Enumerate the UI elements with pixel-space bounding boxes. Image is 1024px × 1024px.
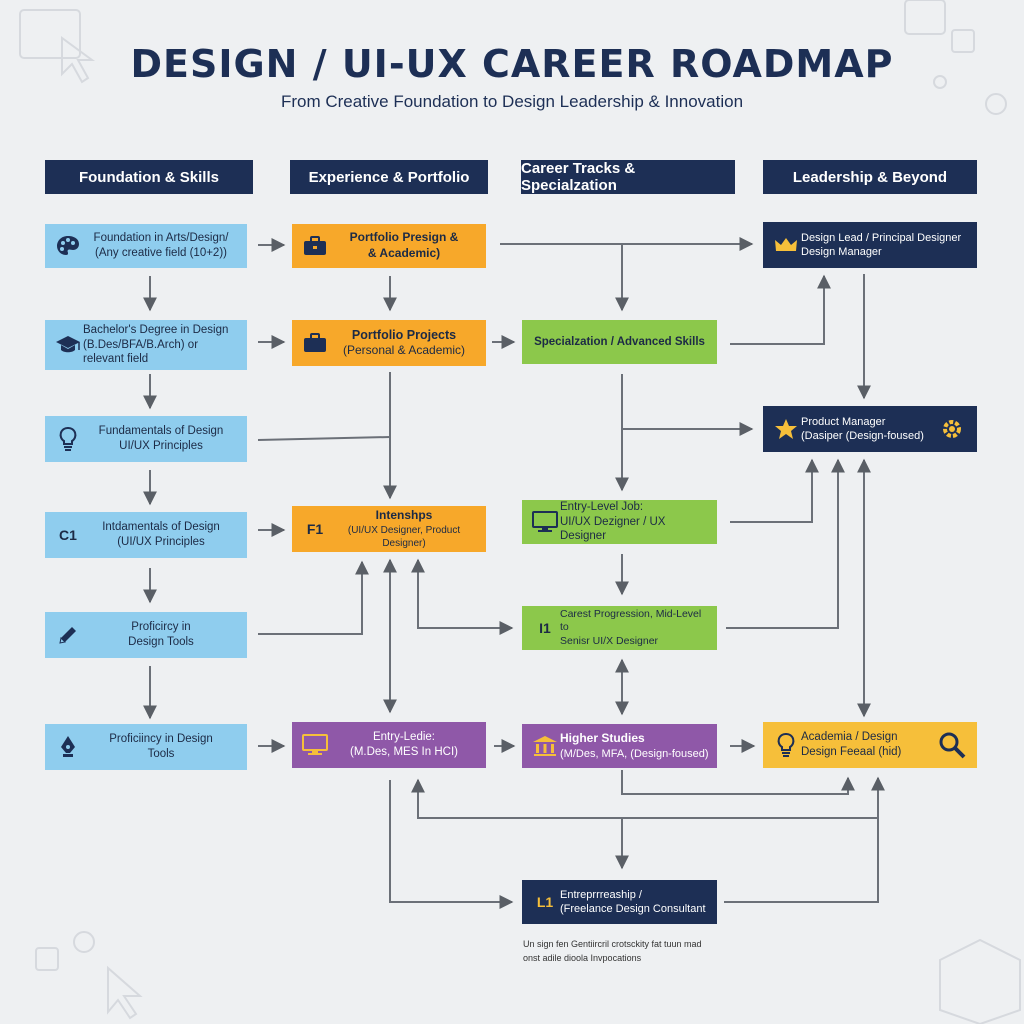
- node-entry-ledie-text: Entry-Ledie: (M.Des, MES In HCI): [350, 731, 458, 758]
- gear-icon: [935, 416, 969, 442]
- decor-cube-icon: [19, 9, 81, 59]
- node-proficiency-a[interactable]: Proficircy in Design Tools: [45, 612, 247, 658]
- briefcase-icon: [300, 333, 330, 353]
- briefcase-icon: [300, 236, 330, 256]
- node-foundation-arts-text: Foundation in Arts/Design/ (Any creative…: [93, 232, 229, 259]
- decor-circle-icon: [985, 93, 1007, 115]
- node-code-label: C1: [59, 526, 77, 543]
- decor-square-icon: [904, 0, 946, 35]
- lightbulb-icon: [53, 426, 83, 452]
- arrow: [726, 458, 845, 629]
- decor-cursor-icon: [107, 965, 143, 1020]
- node-portfolio-projects-text: (Personal & Academic): [342, 343, 466, 358]
- arrow: [258, 560, 369, 635]
- page-subtitle: From Creative Foundation to Design Leade…: [280, 92, 744, 111]
- page-title: DESIGN / UI-UX CAREER ROADMAP: [130, 42, 894, 86]
- node-internships-title: Intenshps: [375, 508, 433, 523]
- node-proficiency-b-text: Proficiincy in Design Tools: [109, 733, 213, 760]
- node-design-lead-text: Design Lead / Principal Designer Design …: [801, 231, 962, 258]
- decor-square-icon: [951, 29, 975, 53]
- node-internships-content: Intenshps (UI/UX Designer, Product Desig…: [330, 508, 478, 550]
- node-higher-studies-content: Higher Studies (M/Des, MFA, (Design-fous…: [560, 731, 709, 761]
- node-bachelors[interactable]: Bachelor's Degree in Design (B.Des/BFA/B…: [45, 320, 247, 370]
- palette-icon: [53, 235, 83, 257]
- magnifier-icon: [935, 731, 969, 759]
- node-proficiency-a-text: Proficircy in Design Tools: [128, 621, 194, 648]
- footnote: Un sign fen Gentiircril crotsckity fat t…: [523, 939, 702, 963]
- node-portfolio-projects[interactable]: Portfolio Projects (Personal & Academic): [292, 320, 486, 366]
- node-career-progression-text: Carest Progression, Mid-Level to Senisr …: [560, 607, 702, 647]
- node-code-label: F1: [306, 520, 324, 537]
- arrow: [724, 818, 879, 903]
- node-design-lead[interactable]: Design Lead / Principal Designer Design …: [763, 222, 977, 268]
- column-header-career-tracks: Career Tracks & Specialzation: [521, 160, 735, 194]
- arrow: [411, 776, 885, 819]
- node-entry-ledie[interactable]: Entry-Ledie: (M.Des, MES In HCI): [292, 722, 486, 768]
- node-higher-studies[interactable]: Higher Studies (M/Des, MFA, (Design-fous…: [522, 724, 717, 768]
- column-header-leadership: Leadership & Beyond: [763, 160, 977, 194]
- node-specialization-text: Specialzation / Advanced Skills: [534, 335, 705, 348]
- pencil-icon: [53, 624, 83, 646]
- star-icon: [771, 418, 801, 440]
- node-entry-level-text: Entry-Level Job: UI/UX Dezigner / UX Des…: [560, 500, 666, 543]
- node-higher-studies-text: (M/Des, MFA, (Design-foused): [560, 747, 709, 760]
- graduation-cap-icon: [53, 335, 83, 355]
- node-fundamentals-a[interactable]: Fundamentals of Design UI/UX Principles: [45, 416, 247, 462]
- node-code-label: I1: [539, 619, 551, 636]
- node-product-manager-text: Product Manager (Dasiper (Design-foused): [801, 415, 924, 442]
- node-entrepreneurship-text: Entreprrreaship / (Freelance Design Cons…: [560, 888, 706, 915]
- node-internships-text: (UI/UX Designer, Product Designer): [347, 524, 461, 549]
- node-internships[interactable]: F1 Intenshps (UI/UX Designer, Product De…: [292, 506, 486, 552]
- column-header-foundation: Foundation & Skills: [45, 160, 253, 194]
- arrow: [389, 780, 514, 909]
- node-fundamentals-b[interactable]: C1 Intdamentals of Design (UI/UX Princip…: [45, 512, 247, 558]
- node-product-manager[interactable]: Product Manager (Dasiper (Design-foused): [763, 406, 977, 452]
- decor-circle-icon: [73, 931, 95, 953]
- decor-cursor-icon: [61, 36, 96, 84]
- node-code-label: L1: [536, 893, 554, 910]
- monitor-icon: [530, 511, 560, 533]
- node-higher-studies-title: Higher Studies: [560, 731, 645, 746]
- arrow: [621, 770, 855, 795]
- node-fundamentals-b-text: Intdamentals of Design (UI/UX Principles: [102, 521, 220, 548]
- node-career-progression[interactable]: I1 Carest Progression, Mid-Level to Seni…: [522, 606, 717, 650]
- arrow: [411, 558, 514, 635]
- decor-square-icon: [35, 947, 59, 971]
- node-portfolio-presign-text: Portfolio Presign & & Academic): [349, 230, 459, 260]
- crown-icon: [771, 236, 801, 254]
- arrow: [730, 274, 831, 345]
- node-fundamentals-a-text: Fundamentals of Design UI/UX Principles: [98, 425, 224, 452]
- lightbulb-icon: [771, 732, 801, 758]
- arrow: [257, 436, 391, 441]
- node-academia-text: Academia / Design Design Feeaal (hid): [801, 731, 902, 758]
- institution-icon: [530, 735, 560, 757]
- pen-nib-icon: [53, 735, 83, 759]
- node-entry-level[interactable]: Entry-Level Job: UI/UX Dezigner / UX Des…: [522, 500, 717, 544]
- node-bachelors-text: Bachelor's Degree in Design (B.Des/BFA/B…: [83, 323, 229, 366]
- node-specialization[interactable]: Specialzation / Advanced Skills: [522, 320, 717, 364]
- node-academia[interactable]: Academia / Design Design Feeaal (hid): [763, 722, 977, 768]
- node-portfolio-projects-title: Portfolio Projects: [351, 328, 457, 343]
- node-entrepreneurship[interactable]: L1 Entreprrreaship / (Freelance Design C…: [522, 880, 717, 924]
- node-proficiency-b[interactable]: Proficiincy in Design Tools: [45, 724, 247, 770]
- decor-circle-icon: [933, 75, 947, 89]
- arrow: [730, 458, 819, 523]
- monitor-icon: [300, 734, 330, 756]
- column-header-experience: Experience & Portfolio: [290, 160, 488, 194]
- decor-cube-icon: [939, 938, 1021, 1024]
- node-portfolio-projects-content: Portfolio Projects (Personal & Academic): [330, 327, 478, 359]
- node-foundation-arts[interactable]: Foundation in Arts/Design/ (Any creative…: [45, 224, 247, 268]
- node-portfolio-presign[interactable]: Portfolio Presign & & Academic): [292, 224, 486, 268]
